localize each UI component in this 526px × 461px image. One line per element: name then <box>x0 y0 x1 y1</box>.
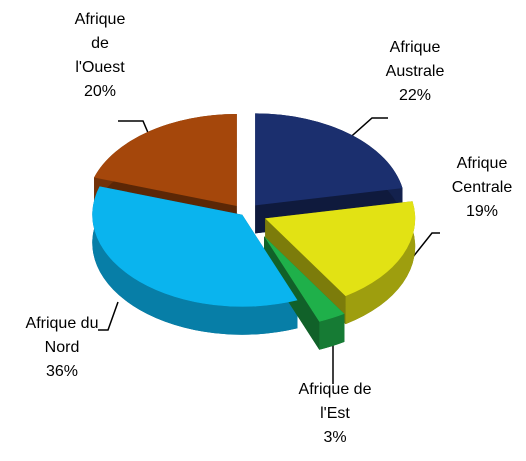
slice-wall <box>319 313 345 350</box>
slice <box>265 201 416 297</box>
leader-line <box>98 301 119 331</box>
value-label: 36% <box>45 363 79 380</box>
value-label: 20% <box>83 83 117 100</box>
slice-label: Afrique du Nord 36% <box>22 312 102 384</box>
slice-wall <box>345 201 416 325</box>
slice-label: Afrique Centrale 19% <box>437 152 526 224</box>
category-name: Afrique Australe <box>385 39 445 80</box>
slice-label: Afrique de l'Ouest 20% <box>65 8 135 104</box>
slice <box>264 236 345 322</box>
value-label: 19% <box>465 203 499 220</box>
category-name: Afrique du Nord <box>25 315 99 356</box>
value-label: 3% <box>323 429 347 446</box>
category-name: Afrique Centrale <box>451 155 513 196</box>
leader-line <box>344 117 388 143</box>
slice <box>255 113 403 206</box>
slice-label: Afrique Australe 22% <box>360 36 470 108</box>
slice <box>92 186 298 307</box>
category-name: Afrique de l'Ouest <box>74 11 126 76</box>
category-name: Afrique de l'Est <box>298 381 372 422</box>
slice-wall <box>92 186 298 335</box>
slice <box>94 113 237 206</box>
value-label: 22% <box>398 87 432 104</box>
pie-tops <box>92 113 416 322</box>
slice-label: Afrique de l'Est 3% <box>295 378 375 450</box>
